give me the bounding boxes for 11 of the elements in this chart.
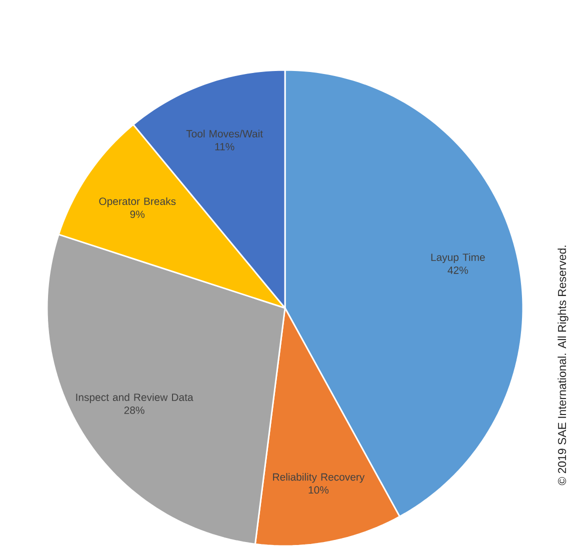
data-label: 28% xyxy=(124,406,144,414)
data-label: 42% xyxy=(448,266,468,274)
slice-label: Operator Breaks xyxy=(99,197,176,208)
slice-label: Layup Time xyxy=(431,253,485,264)
data-label: 11% xyxy=(215,143,234,150)
slice-label: Reliability Recovery xyxy=(273,473,365,483)
text: © 2019 SAE International. All Rights Reserved. xyxy=(558,246,568,486)
data-label: 9% xyxy=(130,210,145,218)
slice-label: Inspect and Review Data xyxy=(76,393,194,404)
data-label: 10% xyxy=(308,486,329,494)
slice-label: Tool Moves/Wait xyxy=(186,130,263,138)
